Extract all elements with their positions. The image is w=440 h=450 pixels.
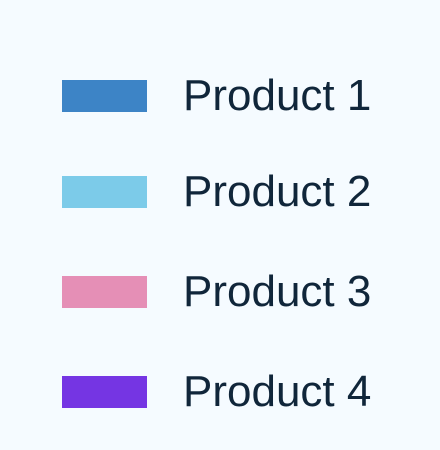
legend-item-product-4: Product 4	[0, 362, 440, 422]
legend-item-product-3: Product 3	[0, 262, 440, 322]
legend-label-product-3: Product 3	[183, 267, 372, 316]
legend-swatch-product-1	[62, 80, 147, 112]
legend-label-product-2: Product 2	[183, 167, 372, 216]
legend-item-product-2: Product 2	[0, 162, 440, 222]
legend-item-product-1: Product 1	[0, 66, 440, 126]
legend-label-product-4: Product 4	[183, 367, 372, 416]
legend-swatch-product-2	[62, 176, 147, 208]
legend-swatch-product-4	[62, 376, 147, 408]
legend-label-product-1: Product 1	[183, 71, 372, 120]
legend-swatch-product-3	[62, 276, 147, 308]
